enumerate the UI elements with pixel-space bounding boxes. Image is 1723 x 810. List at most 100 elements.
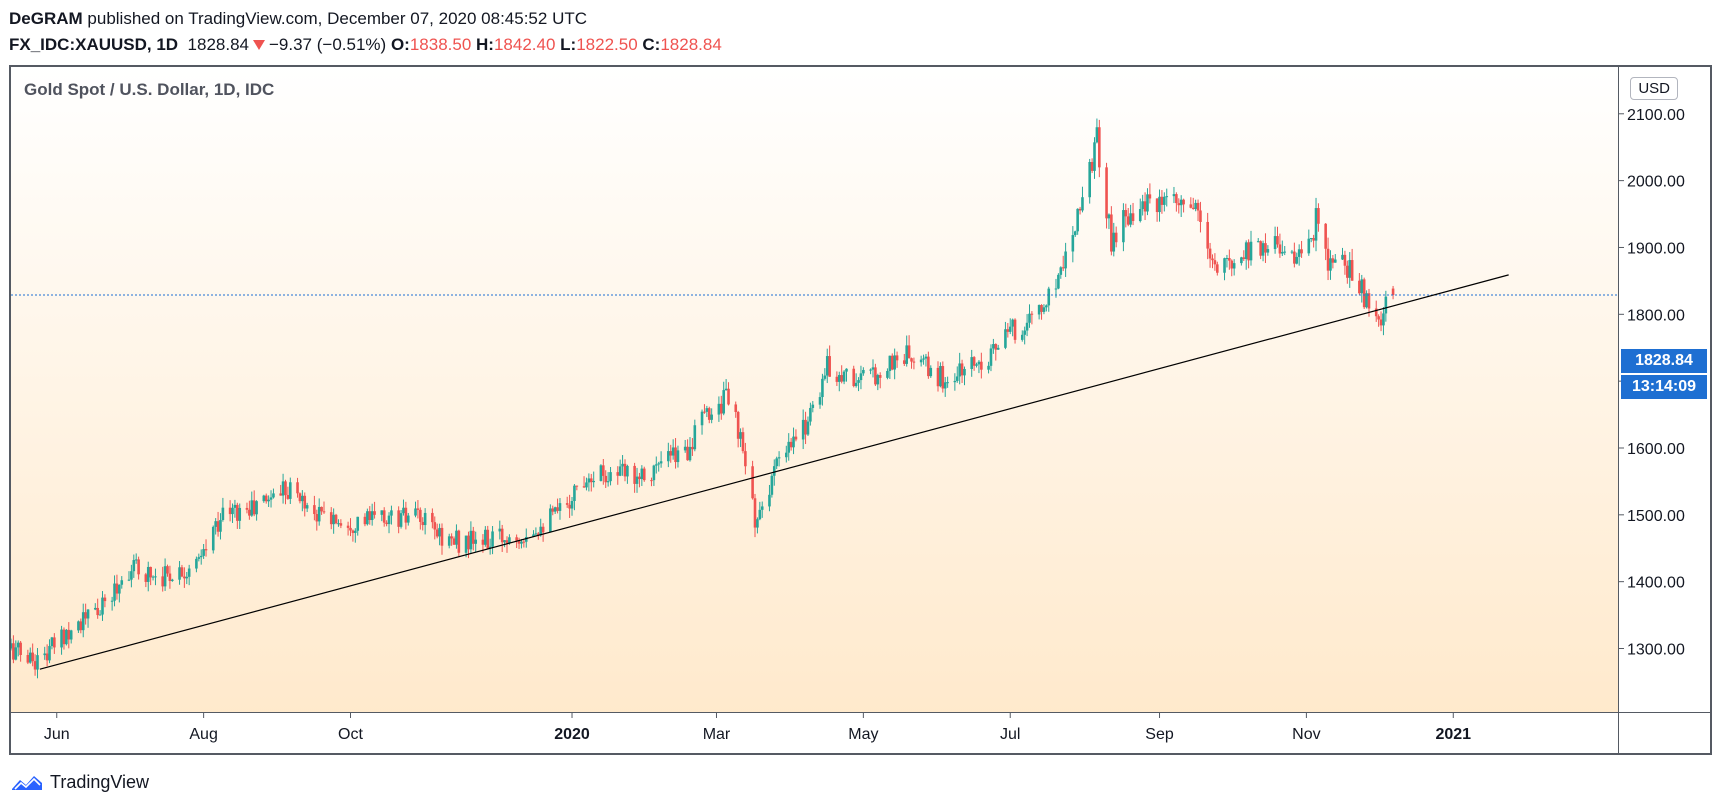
candle-body (1365, 293, 1368, 308)
candle-body (498, 528, 502, 532)
candle-body (1064, 251, 1067, 269)
candle-body (11, 643, 13, 649)
time-axis[interactable]: Jun Aug Oct 2020 Mar May Jul Sep Nov 2021 (44, 712, 1471, 743)
candle-body (970, 357, 974, 369)
candle-body (565, 503, 569, 505)
candle-body (1216, 264, 1219, 273)
candle-body (1331, 258, 1335, 263)
footer[interactable]: TradingView (10, 769, 149, 795)
support-trendline[interactable] (39, 274, 1509, 670)
low-label: L: (560, 35, 577, 54)
candle-body (1107, 214, 1111, 219)
candle-body (828, 356, 831, 377)
candle-body (1377, 316, 1380, 320)
candle-body (402, 507, 405, 514)
candle-body (269, 497, 273, 500)
candlestick-chart[interactable]: 2100.002000.001900.001800.001700.001600.… (11, 67, 1710, 753)
candle-body (130, 571, 133, 580)
candle-body (722, 390, 726, 414)
candle-body (955, 376, 959, 381)
candle-body (354, 530, 357, 533)
candle-body (939, 366, 942, 387)
candle-body (262, 495, 266, 502)
candle-body (537, 533, 540, 536)
candle-body (987, 365, 990, 370)
candle-body (231, 507, 234, 515)
candle-body (804, 419, 807, 435)
candle-body (168, 573, 172, 581)
candle-body (16, 642, 20, 648)
candle-body (464, 535, 468, 553)
candle-body (60, 629, 63, 648)
candle-body (245, 507, 249, 510)
tradingview-cloud-icon (12, 776, 42, 790)
candle-body (43, 653, 47, 656)
candle-body (228, 507, 232, 515)
candle-body (1196, 202, 1200, 211)
low-value: 1822.50 (576, 35, 638, 54)
candle-body (1317, 208, 1320, 224)
candle-body (1297, 249, 1301, 257)
candle-body (845, 368, 848, 372)
candle-body (1307, 238, 1311, 254)
candle-body (508, 537, 511, 544)
candle-body (758, 509, 762, 520)
candle-body (305, 505, 309, 509)
candle-body (994, 344, 998, 350)
candle-body (1367, 293, 1371, 309)
candle-body (1293, 251, 1296, 264)
candle-body (1124, 210, 1128, 217)
candle-body (373, 511, 376, 515)
candle-body (154, 576, 157, 578)
candle-body (674, 447, 677, 463)
candle-body (753, 498, 757, 528)
candle-body (960, 363, 964, 376)
candle-body (252, 500, 256, 515)
publisher-name[interactable]: DeGRAM (9, 9, 83, 28)
candle-body (433, 522, 437, 530)
candle-body (1249, 241, 1253, 261)
candle-body (382, 510, 386, 523)
candle-body (592, 480, 595, 483)
candle-body (62, 629, 66, 645)
x-tick-label: 2021 (1435, 726, 1471, 743)
candle-body (488, 546, 492, 549)
candle-body (151, 576, 155, 578)
candle-body (469, 530, 473, 550)
candle-body (120, 580, 124, 585)
candle-body (1283, 251, 1287, 253)
candle-body (419, 509, 422, 522)
candle-body (1358, 280, 1361, 294)
candle-body (739, 432, 742, 439)
candle-body (638, 476, 641, 480)
candle-body (756, 519, 759, 528)
candle-body (1095, 127, 1099, 143)
candle-body (1042, 307, 1046, 312)
candle-body (1341, 254, 1344, 260)
chart-frame[interactable]: 2100.002000.001900.001800.001700.001600.… (9, 65, 1712, 755)
candle-body (717, 403, 721, 415)
candle-body (500, 528, 504, 543)
candle-body (724, 388, 728, 391)
candle-body (385, 522, 388, 525)
candle-body (1247, 242, 1250, 261)
candle-body (585, 482, 588, 488)
x-tick-label: May (848, 726, 878, 743)
candle-body (1122, 210, 1125, 243)
candle-body (334, 514, 338, 524)
candle-body (878, 375, 882, 378)
chart-title: Gold Spot / U.S. Dollar, 1D, IDC (24, 80, 275, 99)
candle-body (1360, 279, 1364, 294)
candle-body (669, 451, 673, 456)
candle-body (431, 512, 434, 523)
candle-body (31, 652, 34, 662)
close-value: 1828.84 (660, 35, 722, 54)
candle-body (414, 508, 417, 516)
candle-body (1329, 258, 1332, 271)
candle-body (517, 540, 521, 544)
currency-button[interactable]: USD (1630, 77, 1678, 100)
candle-body (48, 646, 51, 661)
candle-body (821, 378, 824, 398)
candle-body (53, 637, 56, 648)
candle-body (515, 537, 518, 541)
